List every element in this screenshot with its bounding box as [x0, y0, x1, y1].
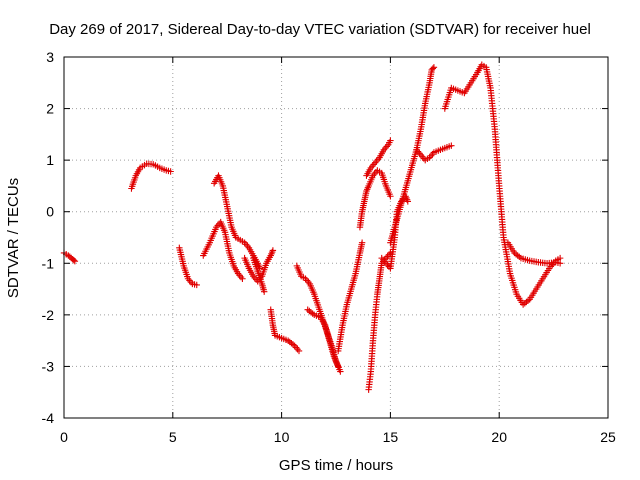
data-point	[269, 247, 277, 254]
x-tick-label: 0	[60, 429, 68, 445]
data-point	[260, 288, 268, 295]
data-point	[430, 64, 438, 71]
data-point	[71, 258, 79, 265]
x-axis-label: GPS time / hours	[279, 457, 393, 474]
plot-frame	[63, 56, 609, 419]
data-point	[337, 368, 344, 375]
data-point	[358, 239, 366, 246]
data-point	[239, 275, 246, 282]
y-tick-label: 2	[46, 101, 54, 117]
data-point	[387, 137, 394, 144]
chart-title: Day 269 of 2017, Sidereal Day-to-day VTE…	[49, 21, 591, 38]
data-point	[334, 363, 342, 370]
data-marks	[60, 61, 564, 393]
axis-ticks	[63, 56, 609, 419]
y-tick-label: -1	[42, 255, 55, 271]
data-point	[556, 260, 564, 267]
data-point	[387, 193, 394, 200]
data-point	[167, 168, 174, 175]
x-tick-label: 20	[491, 429, 507, 445]
x-tick-labels: 0 5 10 15 20 25	[60, 429, 616, 445]
data-point	[193, 281, 200, 289]
data-point	[448, 142, 455, 149]
y-tick-labels: -4 -3 -2 -1 0 1 2 3	[42, 49, 55, 426]
data-point	[429, 65, 437, 72]
x-tick-label: 15	[383, 429, 399, 445]
data-point	[295, 347, 303, 355]
data-point	[404, 198, 412, 205]
y-tick-label: 3	[46, 49, 54, 65]
data-point	[70, 256, 77, 264]
x-tick-label: 5	[169, 429, 177, 445]
x-tick-label: 10	[274, 429, 290, 445]
y-tick-label: 0	[46, 204, 54, 220]
y-axis-label: SDTVAR / TECUs	[5, 178, 22, 298]
y-tick-label: -2	[42, 307, 55, 323]
x-tick-label: 25	[600, 429, 616, 445]
y-tick-label: 1	[46, 152, 54, 168]
y-tick-label: -4	[42, 410, 55, 426]
y-tick-label: -3	[42, 358, 55, 374]
